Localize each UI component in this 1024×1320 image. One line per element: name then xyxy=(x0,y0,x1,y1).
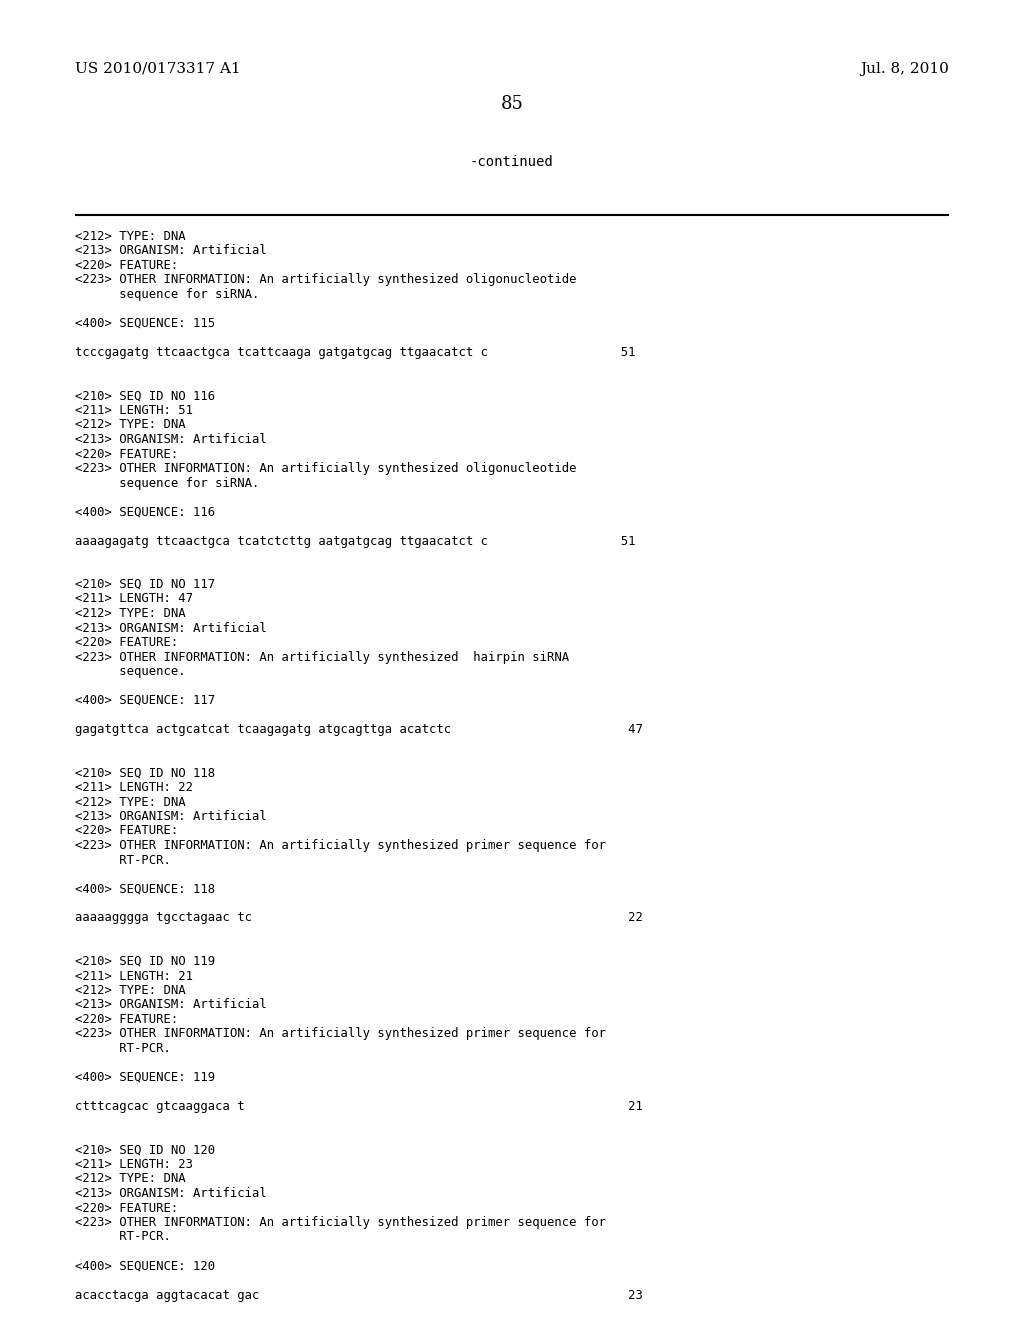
Text: <223> OTHER INFORMATION: An artificially synthesized primer sequence for: <223> OTHER INFORMATION: An artificially… xyxy=(75,1027,606,1040)
Text: aaaagagatg ttcaactgca tcatctcttg aatgatgcag ttgaacatct c                  51: aaaagagatg ttcaactgca tcatctcttg aatgatg… xyxy=(75,535,636,548)
Text: aaaaagggga tgcctagaac tc                                                   22: aaaaagggga tgcctagaac tc 22 xyxy=(75,912,643,924)
Text: <213> ORGANISM: Artificial: <213> ORGANISM: Artificial xyxy=(75,433,266,446)
Text: <211> LENGTH: 47: <211> LENGTH: 47 xyxy=(75,593,193,606)
Text: ctttcagcac gtcaaggaca t                                                    21: ctttcagcac gtcaaggaca t 21 xyxy=(75,1100,643,1113)
Text: <210> SEQ ID NO 119: <210> SEQ ID NO 119 xyxy=(75,954,215,968)
Text: <213> ORGANISM: Artificial: <213> ORGANISM: Artificial xyxy=(75,244,266,257)
Text: <211> LENGTH: 22: <211> LENGTH: 22 xyxy=(75,781,193,795)
Text: <220> FEATURE:: <220> FEATURE: xyxy=(75,447,178,461)
Text: <212> TYPE: DNA: <212> TYPE: DNA xyxy=(75,1172,185,1185)
Text: <212> TYPE: DNA: <212> TYPE: DNA xyxy=(75,796,185,808)
Text: <400> SEQUENCE: 116: <400> SEQUENCE: 116 xyxy=(75,506,215,519)
Text: acacctacga aggtacacat gac                                                  23: acacctacga aggtacacat gac 23 xyxy=(75,1288,643,1302)
Text: <213> ORGANISM: Artificial: <213> ORGANISM: Artificial xyxy=(75,810,266,822)
Text: RT-PCR.: RT-PCR. xyxy=(75,1230,171,1243)
Text: <400> SEQUENCE: 117: <400> SEQUENCE: 117 xyxy=(75,694,215,708)
Text: <400> SEQUENCE: 115: <400> SEQUENCE: 115 xyxy=(75,317,215,330)
Text: sequence.: sequence. xyxy=(75,665,185,678)
Text: <220> FEATURE:: <220> FEATURE: xyxy=(75,1201,178,1214)
Text: <210> SEQ ID NO 118: <210> SEQ ID NO 118 xyxy=(75,767,215,780)
Text: <223> OTHER INFORMATION: An artificially synthesized primer sequence for: <223> OTHER INFORMATION: An artificially… xyxy=(75,1216,606,1229)
Text: <400> SEQUENCE: 120: <400> SEQUENCE: 120 xyxy=(75,1259,215,1272)
Text: <223> OTHER INFORMATION: An artificially synthesized  hairpin siRNA: <223> OTHER INFORMATION: An artificially… xyxy=(75,651,569,664)
Text: <211> LENGTH: 21: <211> LENGTH: 21 xyxy=(75,969,193,982)
Text: <210> SEQ ID NO 116: <210> SEQ ID NO 116 xyxy=(75,389,215,403)
Text: US 2010/0173317 A1: US 2010/0173317 A1 xyxy=(75,62,241,77)
Text: <213> ORGANISM: Artificial: <213> ORGANISM: Artificial xyxy=(75,1187,266,1200)
Text: <212> TYPE: DNA: <212> TYPE: DNA xyxy=(75,607,185,620)
Text: -continued: -continued xyxy=(470,154,554,169)
Text: 85: 85 xyxy=(501,95,523,114)
Text: <223> OTHER INFORMATION: An artificially synthesized oligonucleotide: <223> OTHER INFORMATION: An artificially… xyxy=(75,462,577,475)
Text: <220> FEATURE:: <220> FEATURE: xyxy=(75,636,178,649)
Text: gagatgttca actgcatcat tcaagagatg atgcagttga acatctc                        47: gagatgttca actgcatcat tcaagagatg atgcagt… xyxy=(75,723,643,737)
Text: RT-PCR.: RT-PCR. xyxy=(75,1041,171,1055)
Text: sequence for siRNA.: sequence for siRNA. xyxy=(75,288,259,301)
Text: <400> SEQUENCE: 118: <400> SEQUENCE: 118 xyxy=(75,883,215,895)
Text: <400> SEQUENCE: 119: <400> SEQUENCE: 119 xyxy=(75,1071,215,1084)
Text: <210> SEQ ID NO 117: <210> SEQ ID NO 117 xyxy=(75,578,215,591)
Text: <211> LENGTH: 23: <211> LENGTH: 23 xyxy=(75,1158,193,1171)
Text: sequence for siRNA.: sequence for siRNA. xyxy=(75,477,259,490)
Text: Jul. 8, 2010: Jul. 8, 2010 xyxy=(860,62,949,77)
Text: <223> OTHER INFORMATION: An artificially synthesized oligonucleotide: <223> OTHER INFORMATION: An artificially… xyxy=(75,273,577,286)
Text: <220> FEATURE:: <220> FEATURE: xyxy=(75,1012,178,1026)
Text: <210> SEQ ID NO 120: <210> SEQ ID NO 120 xyxy=(75,1143,215,1156)
Text: <212> TYPE: DNA: <212> TYPE: DNA xyxy=(75,983,185,997)
Text: RT-PCR.: RT-PCR. xyxy=(75,854,171,866)
Text: tcccgagatg ttcaactgca tcattcaaga gatgatgcag ttgaacatct c                  51: tcccgagatg ttcaactgca tcattcaaga gatgatg… xyxy=(75,346,636,359)
Text: <223> OTHER INFORMATION: An artificially synthesized primer sequence for: <223> OTHER INFORMATION: An artificially… xyxy=(75,840,606,851)
Text: <213> ORGANISM: Artificial: <213> ORGANISM: Artificial xyxy=(75,622,266,635)
Text: <212> TYPE: DNA: <212> TYPE: DNA xyxy=(75,230,185,243)
Text: <220> FEATURE:: <220> FEATURE: xyxy=(75,259,178,272)
Text: <212> TYPE: DNA: <212> TYPE: DNA xyxy=(75,418,185,432)
Text: <220> FEATURE:: <220> FEATURE: xyxy=(75,825,178,837)
Text: <211> LENGTH: 51: <211> LENGTH: 51 xyxy=(75,404,193,417)
Text: <213> ORGANISM: Artificial: <213> ORGANISM: Artificial xyxy=(75,998,266,1011)
